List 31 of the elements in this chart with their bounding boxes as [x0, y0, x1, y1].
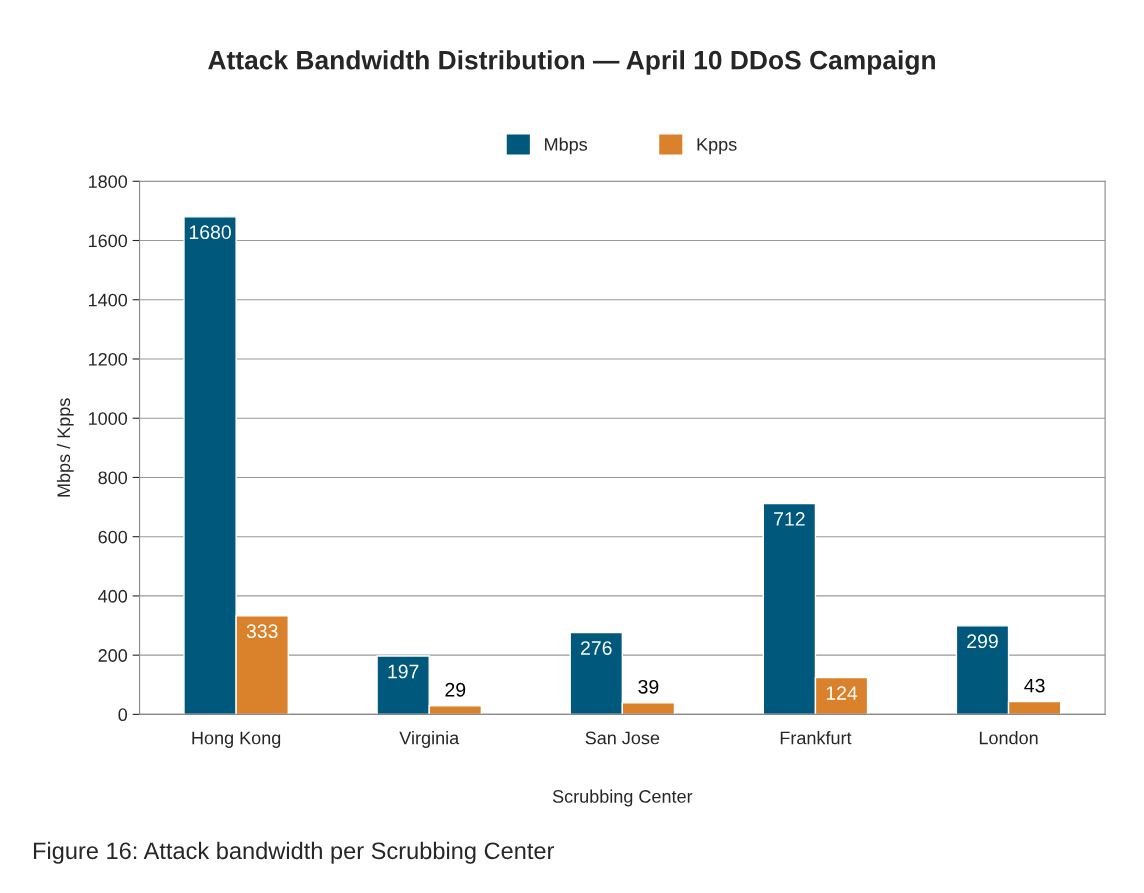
data-label: 124 — [826, 686, 858, 700]
chart-title: Attack Bandwidth Distribution — April 10 DDoS Campaign — [208, 50, 935, 75]
y-tick-label: 0 — [118, 708, 128, 722]
y-tick-label: 1400 — [88, 293, 128, 307]
x-tick-label: Hong Kong — [192, 731, 281, 748]
y-tick-label: 400 — [98, 589, 128, 603]
y-tick-label: 800 — [98, 471, 128, 485]
data-label: 39 — [638, 679, 659, 694]
x-tick-label: San Jose — [585, 731, 660, 745]
data-label: 197 — [388, 664, 419, 679]
data-label: 43 — [1024, 678, 1045, 693]
y-tick-label: 1800 — [88, 175, 128, 188]
data-label: 299 — [967, 634, 998, 649]
y-tick-label: 1000 — [88, 412, 128, 425]
legend-label: Mbps — [545, 137, 588, 155]
data-label: 712 — [774, 512, 805, 526]
y-tick-label: 1200 — [88, 352, 128, 366]
data-label: 333 — [246, 624, 278, 639]
y-axis-title: Mbps / Kpps — [56, 398, 74, 497]
y-tick-label: 600 — [98, 530, 128, 544]
data-label: 1680 — [189, 225, 231, 240]
x-tick-label: Virginia — [399, 731, 460, 748]
y-tick-label: 200 — [98, 649, 128, 662]
legend-label: Kpps — [697, 138, 737, 155]
x-tick-label: Frankfurt — [780, 731, 852, 745]
caption: Figure 16: Attack bandwidth per Scrubbing Center — [33, 841, 555, 864]
y-tick-label: 1600 — [88, 234, 128, 248]
data-label: 276 — [581, 641, 612, 655]
x-tick-label: London — [979, 731, 1038, 745]
data-label: 29 — [445, 682, 466, 697]
x-axis-title: Scrubbing Center — [552, 789, 693, 807]
